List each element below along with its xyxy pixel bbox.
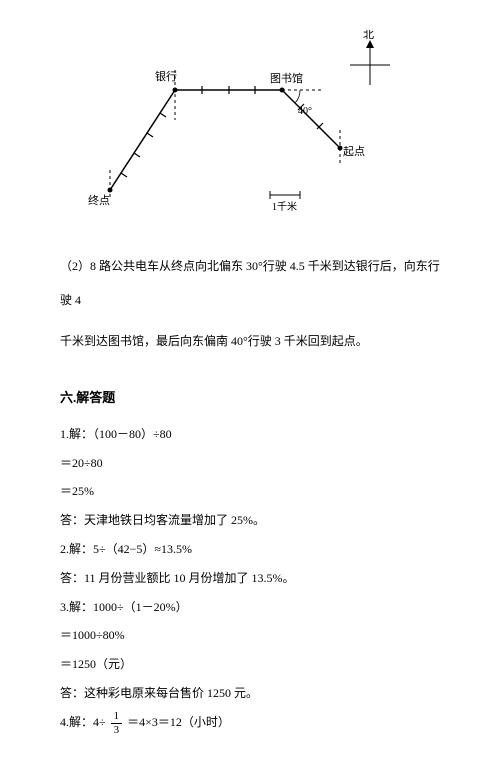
route-diagram: 北 40° (60, 30, 450, 230)
library-label: 图书馆 (270, 71, 303, 85)
q4-line: 4.解：4÷ 13 ＝4×3＝12（小时） (60, 708, 450, 737)
fraction-one-third: 13 (111, 710, 123, 735)
diagram-svg: 北 40° (60, 30, 440, 230)
q3-line1: 3.解：1000÷（1－20%） (60, 593, 450, 622)
fraction-numerator: 1 (111, 710, 123, 723)
q2-line2: 答：11 月份营业额比 10 月份增加了 13.5%。 (60, 564, 450, 593)
page-container: 北 40° (0, 0, 500, 767)
q1-line4: 答：天津地铁日均客流量增加了 25%。 (60, 506, 450, 535)
compass-north-label: 北 (363, 30, 374, 41)
fraction-denominator: 3 (111, 724, 123, 736)
end-label: 终点 (88, 193, 110, 207)
q1-line3: ＝25% (60, 477, 450, 506)
start-label: 起点 (343, 145, 365, 158)
q1-line1: 1.解：（100－80）÷80 (60, 420, 450, 449)
bank-label: 银行 (155, 69, 177, 83)
q4-prefix: 4.解：4÷ (60, 715, 109, 729)
description-line-2: 千米到达图书馆，最后向东偏南 40°行驶 3 千米回到起点。 (60, 325, 450, 359)
section-six-title: 六.解答题 (60, 387, 450, 406)
q1-line2: ＝20÷80 (60, 449, 450, 478)
q3-line2: ＝1000÷80% (60, 621, 450, 650)
q2-line1: 2.解：5÷（42−5）≈13.5% (60, 535, 450, 564)
scale-label: 1千米 (272, 200, 297, 213)
q4-suffix: ＝4×3＝12（小时） (124, 715, 230, 729)
q3-line3: ＝1250（元） (60, 650, 450, 679)
q3-line4: 答：这种彩电原来每台售价 1250 元。 (60, 679, 450, 708)
description-line-1: （2）8 路公共电车从终点向北偏东 30°行驶 4.5 千米到达银行后，向东行驶… (60, 250, 450, 317)
